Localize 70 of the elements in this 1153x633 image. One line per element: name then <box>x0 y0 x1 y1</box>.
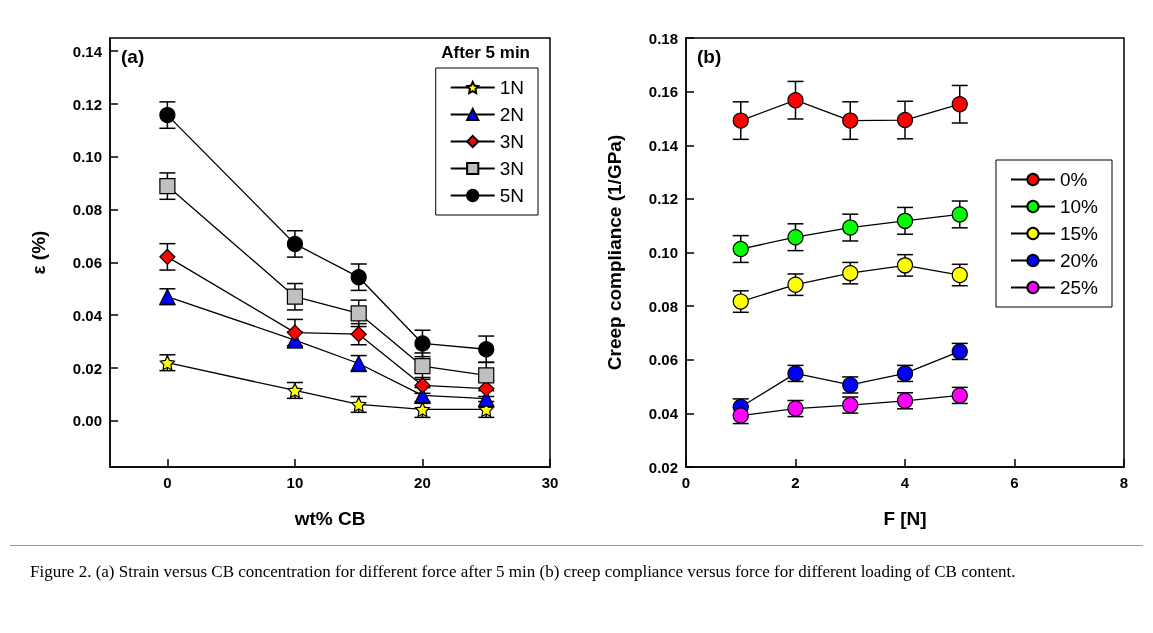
x-tick-label: 8 <box>1119 474 1129 491</box>
point <box>896 212 914 229</box>
chart-title: (a) <box>121 46 145 67</box>
y-tick-label: 0.12 <box>72 95 102 113</box>
legend-label: 5N <box>499 185 525 206</box>
point <box>732 240 749 258</box>
point <box>842 265 859 282</box>
point <box>286 288 304 305</box>
legend-label: 10% <box>1059 196 1099 217</box>
y-tick-label: 0.14 <box>648 136 679 154</box>
chart-title: (b) <box>697 46 722 67</box>
y-axis-title: ε (%) <box>28 230 49 275</box>
x-tick-label: 20 <box>414 474 431 491</box>
point <box>896 257 914 274</box>
legend-label: 3N <box>499 131 525 152</box>
y-tick-label: 0.02 <box>648 458 678 476</box>
point <box>787 276 804 293</box>
point <box>787 92 804 109</box>
y-tick-label: 0.08 <box>72 201 102 219</box>
point <box>159 178 176 195</box>
y-axis-title: Creep compliance (1/GPa) <box>604 134 625 371</box>
legend-label: 0% <box>1059 169 1088 190</box>
y-tick-label: 0.12 <box>648 190 678 208</box>
point <box>414 335 431 352</box>
y-tick-label: 0.10 <box>648 244 678 261</box>
point <box>350 269 367 286</box>
y-tick-label: 0.06 <box>648 351 678 369</box>
point <box>842 112 859 129</box>
y-tick-label: 0.00 <box>72 412 102 430</box>
point <box>896 111 914 129</box>
point <box>286 324 304 341</box>
legend-label: 25% <box>1059 277 1099 298</box>
legend-title: After 5 min <box>441 43 530 62</box>
x-axis-title: wt% CB <box>293 508 366 529</box>
point <box>478 341 495 358</box>
y-tick-label: 0.10 <box>72 148 102 166</box>
y-tick-label: 0.16 <box>648 83 678 101</box>
point <box>951 206 968 223</box>
legend-label: 3N <box>499 158 525 179</box>
y-tick-label: 0.06 <box>72 253 102 271</box>
y-tick-label: 0.04 <box>72 306 103 324</box>
legend-label: 1N <box>499 77 525 98</box>
x-axis-title: F [N] <box>883 508 927 529</box>
y-tick-label: 0.14 <box>72 42 103 60</box>
x-tick-label: 0 <box>681 474 691 491</box>
y-tick-label: 0.02 <box>72 359 102 377</box>
x-tick-label: 10 <box>286 474 304 491</box>
x-tick-label: 0 <box>163 474 172 491</box>
point <box>350 326 367 343</box>
point <box>159 248 176 265</box>
x-tick-label: 2 <box>791 474 800 491</box>
point <box>414 358 431 375</box>
x-tick-label: 30 <box>541 474 559 491</box>
point <box>951 96 968 113</box>
point <box>842 219 859 236</box>
point <box>732 112 749 129</box>
legend-label: 20% <box>1059 250 1099 271</box>
point <box>159 106 176 124</box>
y-tick-label: 0.04 <box>648 404 679 422</box>
caption: Figure 2. (a) Strain versus CB concentration for different force after 5 min (b) creep compliance versus force for different loading of CB content. <box>30 561 1017 583</box>
legend-label: 15% <box>1059 223 1099 244</box>
point <box>286 235 304 253</box>
point <box>787 229 804 246</box>
point <box>732 293 749 310</box>
legend-label: 2N <box>499 104 525 125</box>
y-tick-label: 0.18 <box>648 29 678 47</box>
point <box>478 367 495 384</box>
y-tick-label: 0.08 <box>648 297 678 315</box>
x-tick-label: 6 <box>1010 474 1019 491</box>
x-tick-label: 4 <box>900 474 910 491</box>
